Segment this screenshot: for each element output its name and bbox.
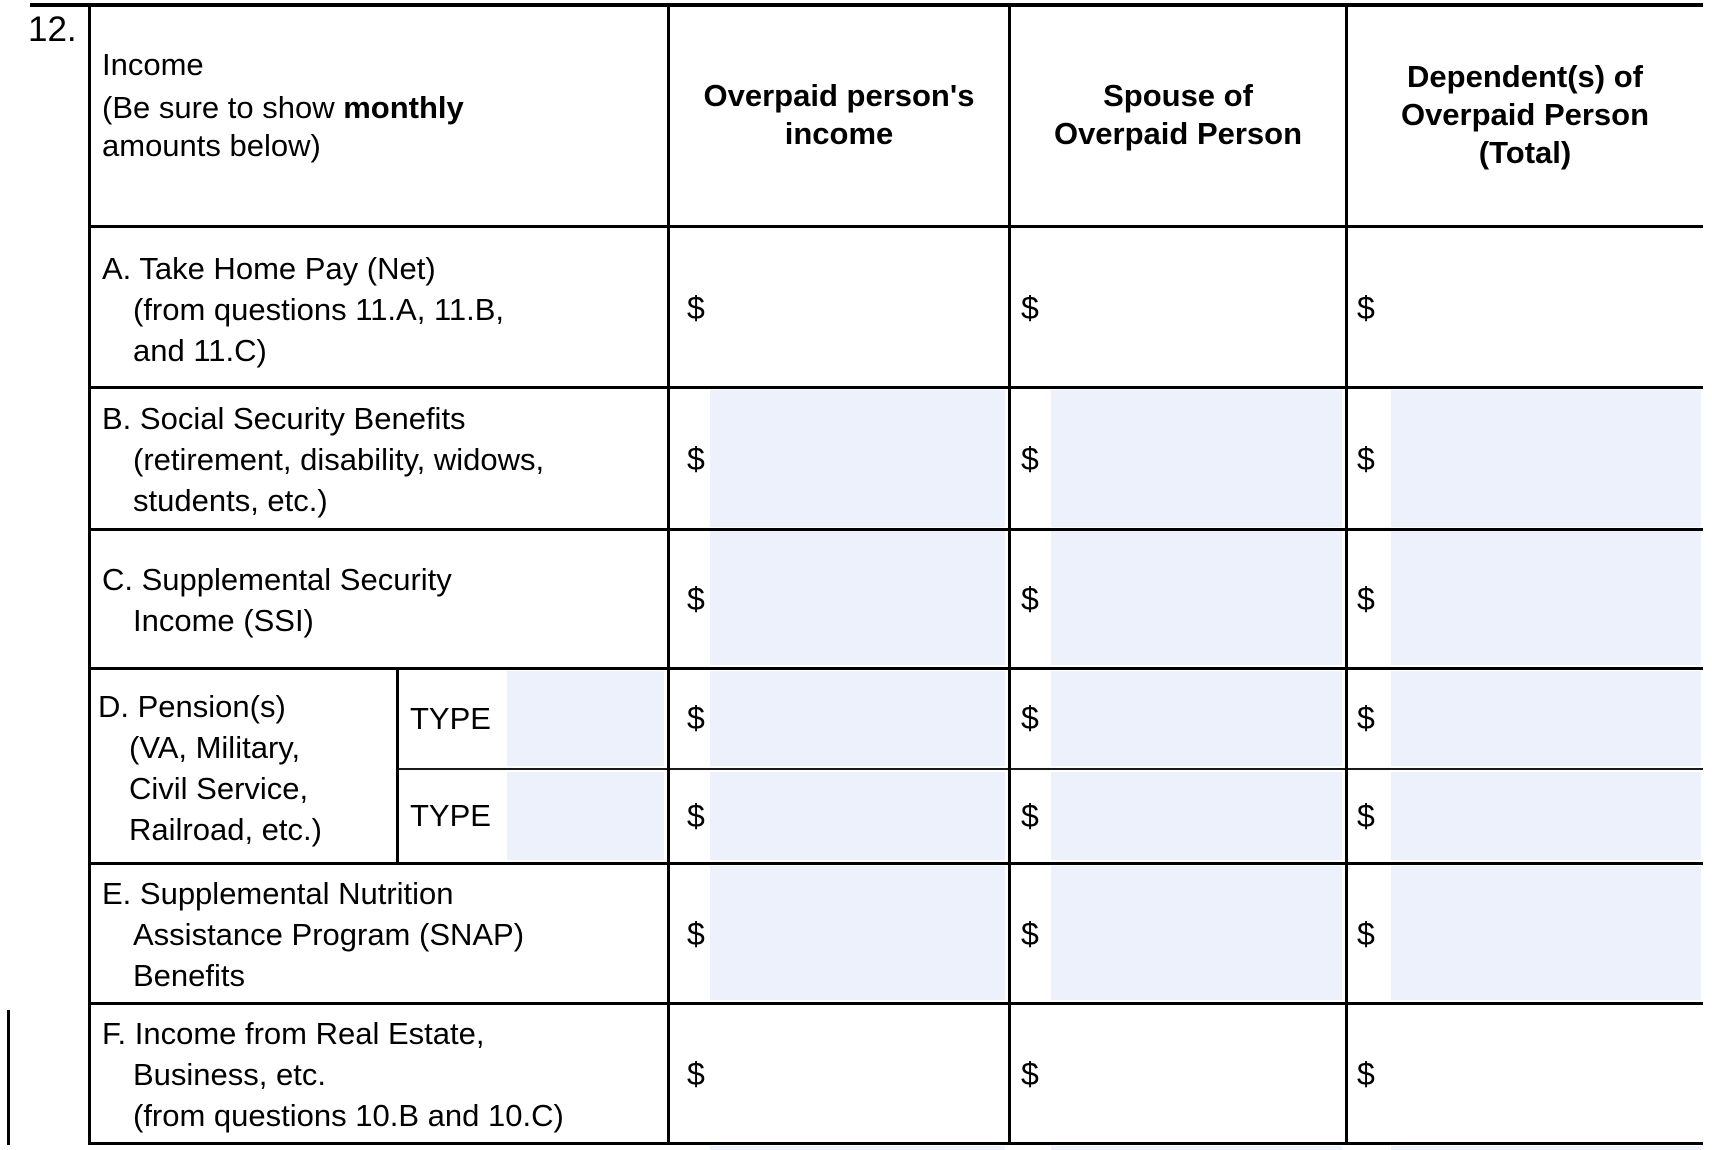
field-c-spouse-income[interactable] — [1051, 531, 1342, 665]
pension-type-label-2: TYPE — [410, 798, 491, 833]
row-d-bottom-border — [88, 862, 1703, 865]
dollar-sign-d2-spouse: $ — [1021, 798, 1039, 834]
field-b-overpaid-income[interactable] — [710, 390, 1005, 527]
dollar-sign-c-overpaid: $ — [687, 581, 705, 617]
col-dependent-left-border — [1345, 3, 1348, 1145]
income-note-line2: amounts below) — [102, 128, 321, 163]
dollar-sign-b-spouse: $ — [1021, 441, 1039, 477]
row-label-e: E. Supplemental Nutrition Assistance Pro… — [102, 876, 525, 993]
pension-type-label-1: TYPE — [410, 701, 491, 736]
row-label-f: F. Income from Real Estate, Business, et… — [102, 1016, 564, 1133]
field-d2-dependent-income[interactable] — [1391, 772, 1701, 860]
field-b-dependent-income[interactable] — [1391, 390, 1701, 527]
row-label-a: A. Take Home Pay (Net) (from questions 1… — [102, 251, 505, 368]
field-c-dependent-income[interactable] — [1391, 531, 1701, 665]
dollar-sign-d1-dependent: $ — [1357, 700, 1375, 736]
col-spouse-left-border — [1008, 3, 1011, 1145]
row-label-d: D. Pension(s) (VA, Military, Civil Servi… — [98, 689, 322, 847]
monthly-emphasis: monthly — [343, 90, 464, 125]
row-e-bottom-border — [88, 1002, 1703, 1005]
column-header-dependent: Dependent(s) of Overpaid Person (Total) — [1400, 59, 1650, 170]
dollar-sign-d2-dependent: $ — [1357, 798, 1375, 834]
dollar-sign-f-spouse: $ — [1021, 1056, 1039, 1092]
row-b-bottom-border — [88, 528, 1703, 531]
field-d1-spouse-income[interactable] — [1051, 671, 1342, 766]
dollar-sign-a-spouse: $ — [1021, 290, 1039, 326]
dollar-sign-d1-spouse: $ — [1021, 700, 1039, 736]
row-label-b: B. Social Security Benefits (retirement,… — [102, 401, 545, 518]
pension-sub-row-divider — [396, 768, 1703, 770]
dollar-sign-d2-overpaid: $ — [687, 798, 705, 834]
type-subcolumn-border — [396, 668, 399, 865]
row-a-bottom-border — [88, 386, 1703, 389]
col-overpaid-left-border — [667, 3, 670, 1145]
field-e-spouse-income[interactable] — [1051, 866, 1342, 1000]
row-label-c: C. Supplemental Security Income (SSI) — [102, 562, 452, 638]
dollar-sign-e-dependent: $ — [1357, 916, 1375, 952]
field-d2-overpaid-income[interactable] — [710, 772, 1005, 860]
table-bottom-border — [88, 1142, 1703, 1145]
field-d1-overpaid-income[interactable] — [710, 671, 1005, 766]
field-d1-pension-type[interactable] — [507, 671, 664, 766]
field-peek-dependent — [1391, 1146, 1701, 1150]
field-e-dependent-income[interactable] — [1391, 866, 1701, 1000]
outer-left-partial-border — [7, 1010, 10, 1145]
income-note-line1: (Be sure to show monthly — [102, 90, 464, 125]
dollar-sign-c-spouse: $ — [1021, 581, 1039, 617]
field-e-overpaid-income[interactable] — [710, 866, 1005, 1000]
dollar-sign-b-overpaid: $ — [687, 441, 705, 477]
table-top-border — [30, 3, 1703, 7]
dollar-sign-e-overpaid: $ — [687, 916, 705, 952]
dollar-sign-a-dependent: $ — [1357, 290, 1375, 326]
dollar-sign-d1-overpaid: $ — [687, 700, 705, 736]
field-b-spouse-income[interactable] — [1051, 390, 1342, 527]
header-bottom-border — [88, 225, 1703, 228]
field-d2-spouse-income[interactable] — [1051, 772, 1342, 860]
field-d1-dependent-income[interactable] — [1391, 671, 1701, 766]
table-left-border — [88, 3, 91, 1145]
income-title: Income — [102, 47, 204, 82]
dollar-sign-e-spouse: $ — [1021, 916, 1039, 952]
dollar-sign-f-overpaid: $ — [687, 1056, 705, 1092]
income-header-cell: Income (Be sure to show monthly amounts … — [102, 46, 464, 165]
field-peek-spouse — [1051, 1146, 1342, 1150]
item-number: 12. — [28, 10, 77, 49]
field-c-overpaid-income[interactable] — [710, 531, 1005, 665]
dollar-sign-c-dependent: $ — [1357, 581, 1375, 617]
row-c-bottom-border — [88, 667, 1703, 670]
column-header-spouse: Spouse of Overpaid Person — [1053, 78, 1303, 151]
column-header-overpaid: Overpaid person's income — [703, 78, 975, 151]
dollar-sign-b-dependent: $ — [1357, 441, 1375, 477]
dollar-sign-f-dependent: $ — [1357, 1056, 1375, 1092]
field-d2-pension-type[interactable] — [507, 772, 664, 860]
dollar-sign-a-overpaid: $ — [687, 290, 705, 326]
field-peek-overpaid — [710, 1146, 1005, 1150]
